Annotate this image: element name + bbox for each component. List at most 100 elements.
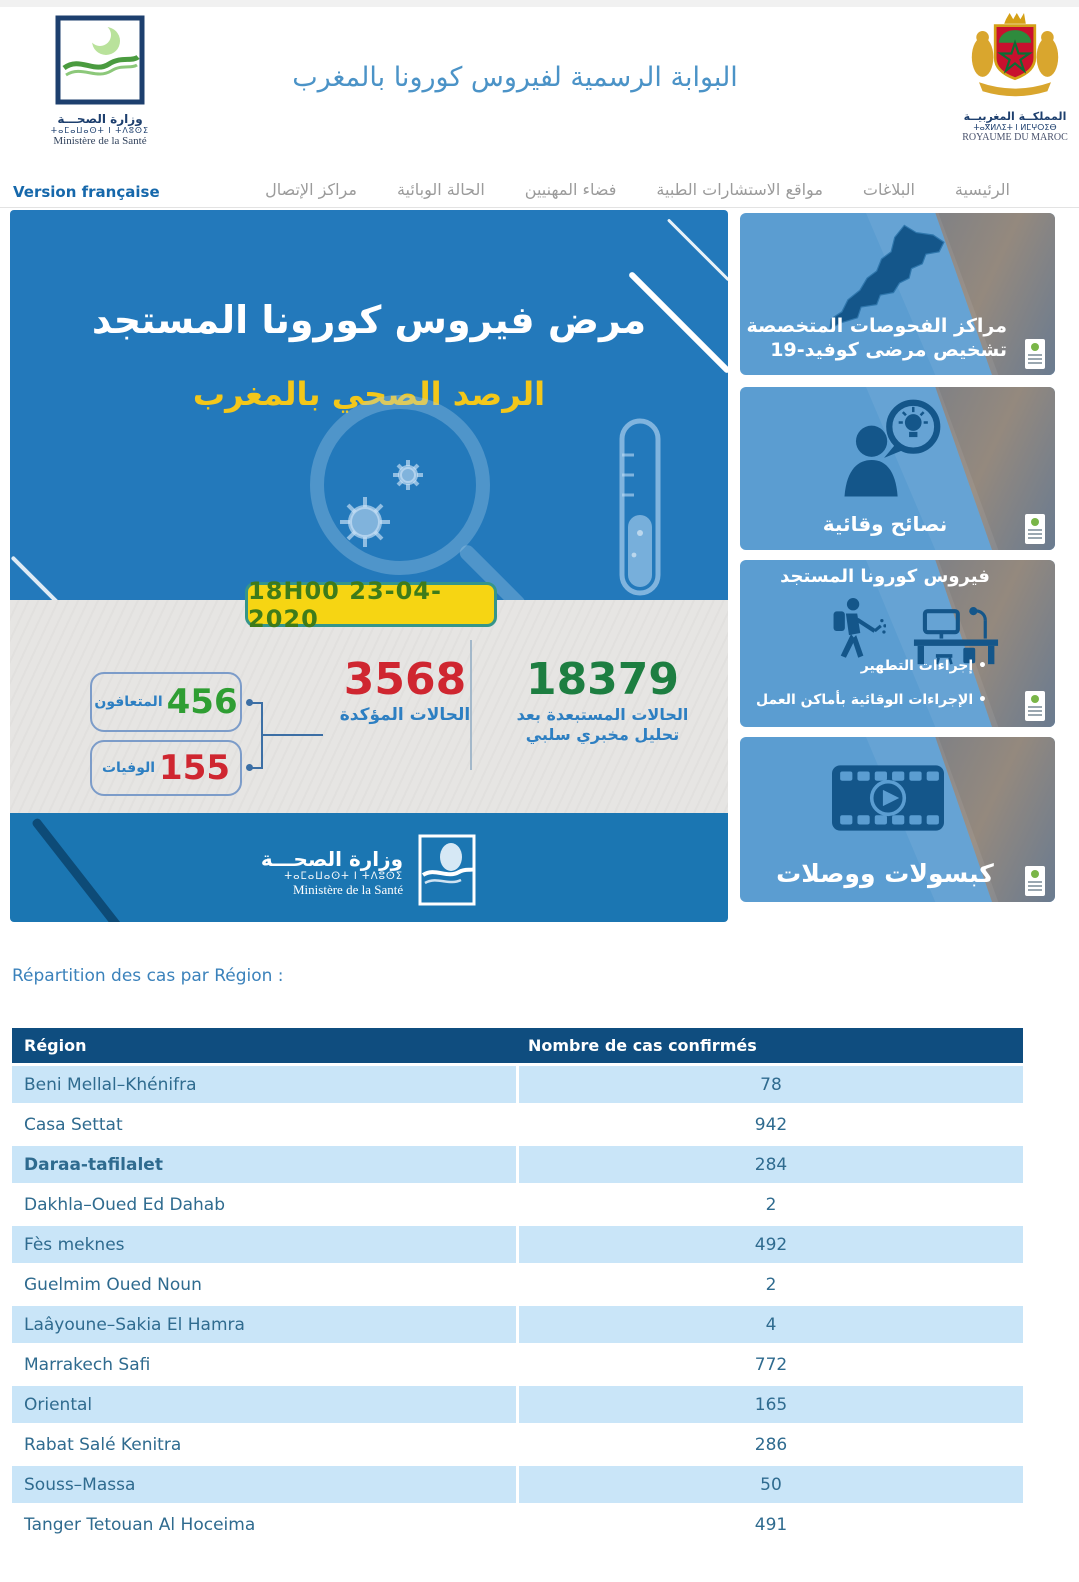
region-cases: 165 [516,1386,1023,1423]
card-testing-centers[interactable]: مراكز الفحوصات المتخصصة تشخيص مرضى كوفيد… [740,213,1055,375]
nav-item-call-centers[interactable]: مراكز الإتصال [265,180,357,199]
card-bullet: • إجراءات التطهير [860,658,987,674]
ministry-name-arabic: وزارة الصحـــة [57,112,143,126]
stats-divider [470,640,472,770]
region-name: Beni Mellal–Khénifra [12,1066,516,1103]
table-row: Guelmim Oued Noun 2 [12,1266,1023,1303]
version-francaise-link[interactable]: Version française [13,183,160,201]
confirmed-count: 3568 [343,654,467,705]
regions-table: Région Nombre de cas confirmés Beni Mell… [12,1025,1023,1546]
ministry-name-french: Ministère de la Santé [53,135,147,147]
card-title: فيروس كورونا المستجد [780,566,990,587]
card-title: كبسولات ووصلات [776,859,994,888]
statistics-panel: 456 المتعافون 155 الوفيات 3568 الحالات ا… [10,600,728,813]
nav-item-communiques[interactable]: البلاغات [862,180,915,199]
table-row: Rabat Salé Kenitra 286 [12,1426,1023,1463]
region-name: Tanger Tetouan Al Hoceima [24,1514,256,1535]
excluded-count: 18379 [525,654,680,705]
regions-section-title: Répartition des cas par Région : [12,966,284,986]
connector-line [261,702,263,769]
card-title: مراكز الفحوصات المتخصصة تشخيص مرضى كوفيد… [746,314,1007,362]
region-name: Rabat Salé Kenitra [24,1434,182,1455]
banner-illustration-area: مرض فيروس كورونا المستجد الرصد الصحي بال… [10,210,728,600]
region-name: Oriental [12,1386,516,1423]
nav-item-professionals-space[interactable]: فضاء المهنيين [524,180,617,199]
ministry-mini-logo-icon [1025,339,1045,369]
decor-diagonal-line [10,555,76,600]
workspace-desk-icon [908,602,1004,670]
coat-of-arms-icon [961,13,1069,110]
table-row: Dakhla–Oued Ed Dahab 2 [12,1186,1023,1223]
region-name: Dakhla–Oued Ed Dahab [24,1194,226,1215]
kingdom-coat-of-arms: المملكــة المغربيــة ⵜⴰⴳⵍⴷⵉⵜ ⵏ ⵍⵎⵖⵔⵉⴱ RO… [955,10,1075,143]
table-header-row: Région Nombre de cas confirmés [12,1028,1023,1063]
region-name: Marrakech Safi [24,1354,151,1375]
deaths-count: 155 [159,748,231,788]
ministry-mini-logo-icon [1025,514,1045,544]
footer-ministry-tifinagh: ⵜⴰⵎⴰⵡⴰⵙⵜ ⵏ ⵜⴷⵓⵙⵉ [284,870,404,882]
card-preventive-advice[interactable]: نصائح وقائية [740,387,1055,550]
card-disinfection-measures[interactable]: فيروس كورونا المستجد [740,560,1055,727]
region-cases: 2 [516,1266,1023,1303]
connector-line [251,767,263,769]
region-cases: 284 [516,1146,1023,1183]
table-row: Laâyoune–Sakia El Hamra 4 [12,1306,1023,1343]
footer-ministry-text: وزارة الصحـــة ⵜⴰⵎⴰⵡⴰⵙⵜ ⵏ ⵜⴷⵓⵙⵉ Ministèr… [261,847,403,898]
recovered-label: المتعافون [94,694,163,710]
excluded-stat: 18379 الحالات المستبعدة بعد تحليل مخبري … [490,654,715,745]
region-name: Daraa-tafilalet [12,1146,516,1183]
deaths-label: الوفيات [101,760,156,776]
film-play-icon [832,759,944,841]
ministry-mini-logo-icon [1025,691,1045,721]
test-tube-icon [608,415,672,600]
nav-divider [0,207,1079,208]
region-cases: 4 [516,1306,1023,1343]
kingdom-name-french: ROYAUME DU MAROC [962,132,1068,143]
virus-icon [320,450,440,564]
connector-dot [246,699,253,706]
person-idea-icon [832,395,957,504]
nav-item-medical-consultation-sites[interactable]: مواقع الاستشارات الطبية [656,180,823,199]
table-row: Casa Settat 942 [12,1106,1023,1143]
disinfection-sprayer-icon [814,596,887,672]
page-title: البوابة الرسمية لفيروس كورونا بالمغرب [292,62,738,93]
region-cases: 286 [516,1426,1023,1463]
region-cases: 772 [516,1346,1023,1383]
table-row: Fès meknes 492 [12,1226,1023,1263]
table-row: Oriental 165 [12,1386,1023,1423]
region-name: Laâyoune–Sakia El Hamra [12,1306,516,1343]
ministry-name-tifinagh: ⵜⴰⵎⴰⵡⴰⵙⵜ ⵏ ⵜⴷⵓⵙⵉ [50,126,150,135]
footer-ministry-arabic: وزارة الصحـــة [260,846,404,871]
region-name: Casa Settat [24,1114,123,1135]
region-cases: 50 [516,1466,1023,1503]
table-row: Souss–Massa 50 [12,1466,1023,1503]
top-strip [0,0,1079,7]
banner-title-line1: مرض فيروس كورونا المستجد [91,298,647,342]
confirmed-label: الحالات المؤكدة [339,705,471,725]
excluded-label-line1: الحالات المستبعدة بعد [516,705,689,724]
table-row: Marrakech Safi 772 [12,1346,1023,1383]
table-row: Tanger Tetouan Al Hoceima 491 [12,1506,1023,1543]
connector-dot [246,764,253,771]
region-name: Guelmim Oued Noun [24,1274,202,1295]
recovered-stat-box: 456 المتعافون [90,672,242,732]
covid-monitoring-banner: مرض فيروس كورونا المستجد الرصد الصحي بال… [10,210,728,922]
card-bullet: • الإجراءات الوقائية بأماكن العمل [755,692,987,708]
morocco-map-icon [825,223,950,335]
footer-ministry-french: Ministère de la Santé [293,881,404,897]
nav-item-epidemiological-situation[interactable]: الحالة الوبائية [396,180,485,199]
table-row: Daraa-tafilalet 284 [12,1146,1023,1183]
nav-item-home[interactable]: الرئيسية [954,180,1010,199]
card-title: نصائح وقائية [822,512,948,536]
banner-footer: وزارة الصحـــة ⵜⴰⵎⴰⵡⴰⵙⵜ ⵏ ⵜⴷⵓⵙⵉ Ministèr… [10,813,728,922]
main-nav: الرئيسية البلاغات مواقع الاستشارات الطبي… [240,180,1010,199]
excluded-label-line2: تحليل مخبري سلبي [525,725,680,744]
confirmed-stat: 3568 الحالات المؤكدة [330,654,480,725]
card-video-capsules[interactable]: كبسولات ووصلات [740,737,1055,902]
region-cases: 942 [516,1106,1023,1143]
footer-ministry-logo-icon [417,833,477,911]
kingdom-name-tifinagh: ⵜⴰⴳⵍⴷⵉⵜ ⵏ ⵍⵎⵖⵔⵉⴱ [973,123,1057,132]
sidebar: مراكز الفحوصات المتخصصة تشخيص مرضى كوفيد… [740,213,1055,903]
table-row: Beni Mellal–Khénifra 78 [12,1066,1023,1103]
region-cases: 491 [516,1506,1023,1543]
